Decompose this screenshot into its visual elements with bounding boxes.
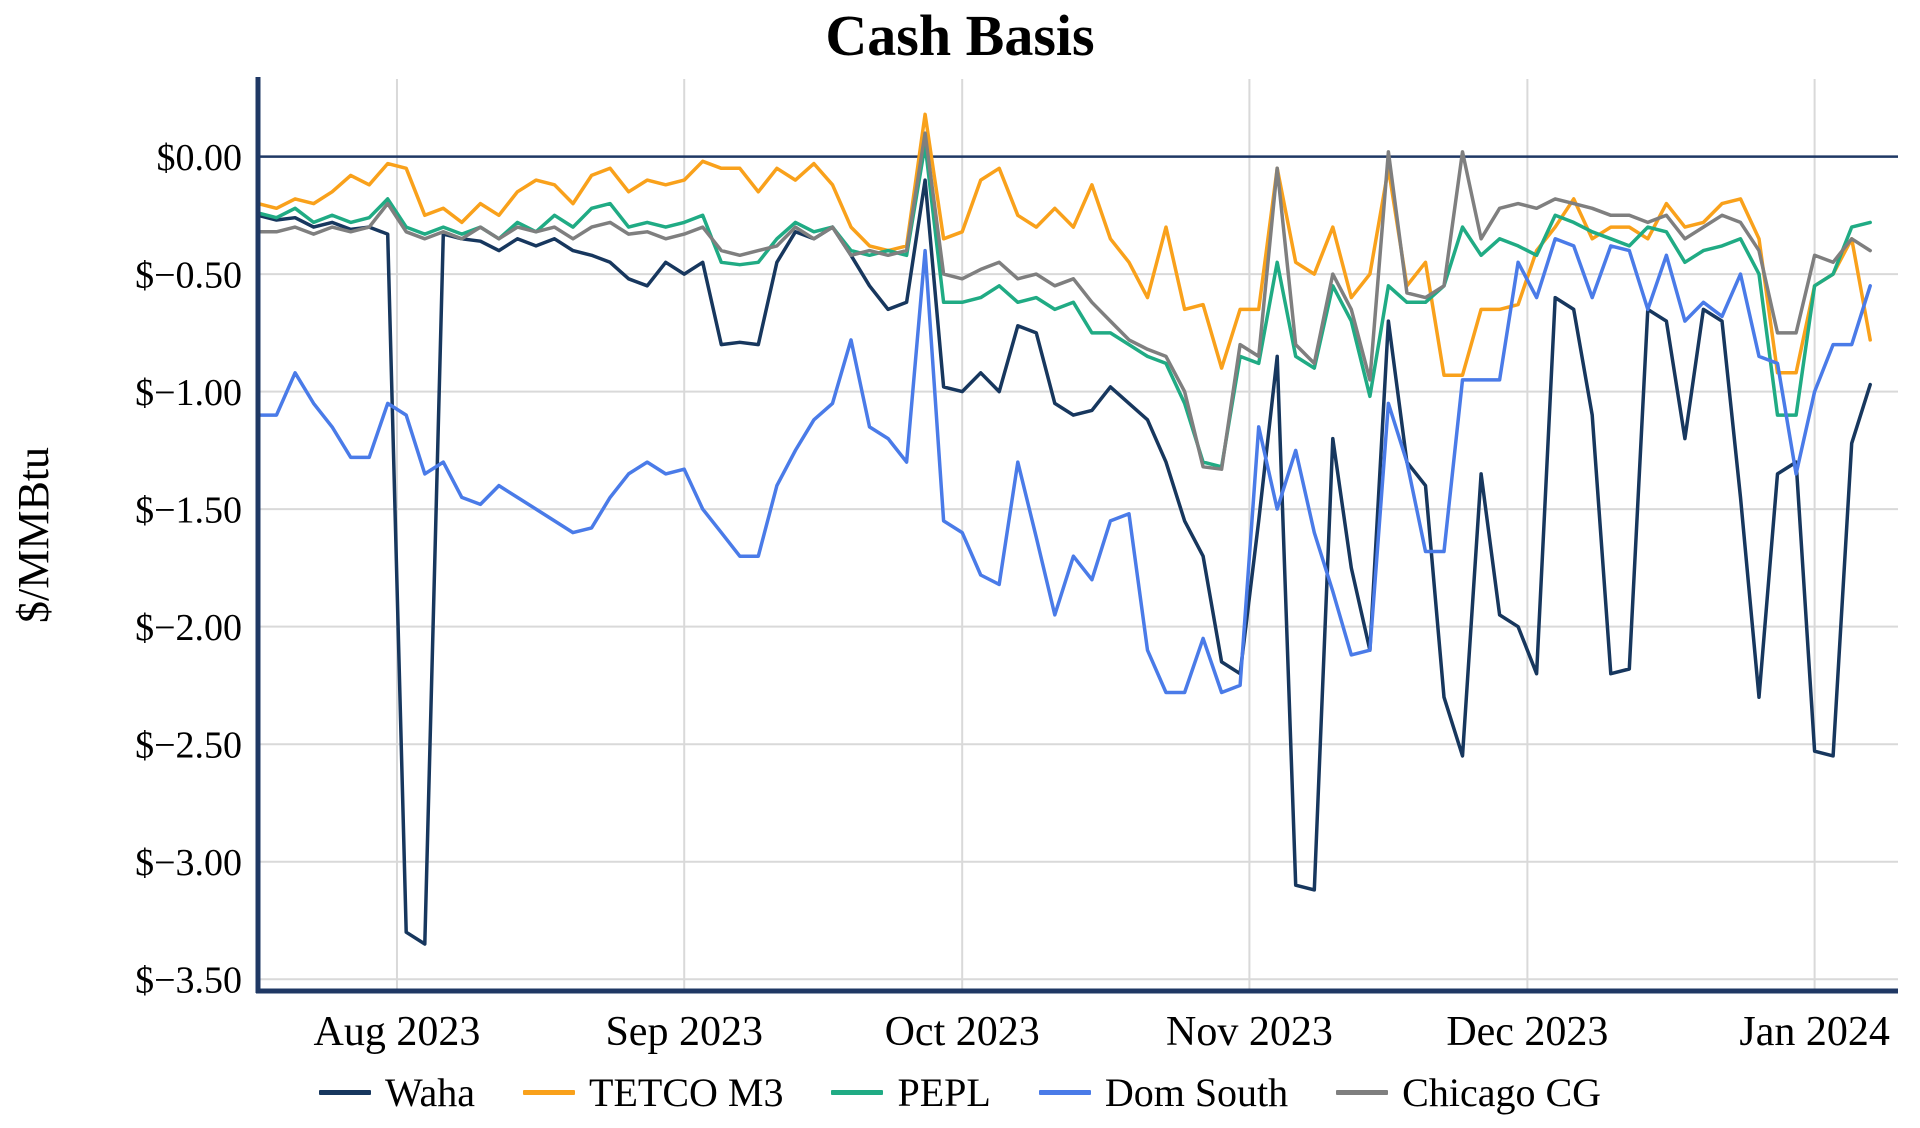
legend-item-tetco-m3: TETCO M3 <box>523 1069 783 1116</box>
y-tick-label: $−2.00 <box>135 607 242 649</box>
series-line-waha <box>256 178 1872 946</box>
legend-item-chicago-cg: Chicago CG <box>1336 1069 1601 1116</box>
series-line-pepl <box>256 142 1872 469</box>
legend-label-chicago-cg: Chicago CG <box>1402 1069 1602 1115</box>
legend-swatch-dom-south <box>1038 1089 1091 1095</box>
y-tick-label: $−2.50 <box>135 724 242 766</box>
legend-swatch-chicago-cg <box>1336 1089 1389 1095</box>
chart-title: Cash Basis <box>825 3 1095 68</box>
legend-item-pepl: PEPL <box>831 1069 991 1116</box>
legend-item-dom-south: Dom South <box>1038 1069 1289 1116</box>
series-line-chicago-cg <box>256 131 1872 471</box>
legend-swatch-tetco-m3 <box>523 1089 576 1095</box>
legend-label-pepl: PEPL <box>897 1069 991 1115</box>
x-tick-label: Aug 2023 <box>314 1009 481 1055</box>
y-tick-label: $−0.50 <box>135 254 242 296</box>
legend-item-waha: Waha <box>318 1069 476 1116</box>
legend-label-waha: Waha <box>384 1069 476 1115</box>
y-tick-label: $−3.00 <box>135 842 242 884</box>
series-line-dom-south <box>256 236 1872 695</box>
cash-basis-chart: $0.00 $−0.50 $−1.00 $−1.50 $−2.00 $−2.50 $−3.0… <box>9 76 1898 1055</box>
y-tick-label: $0.00 <box>157 137 243 179</box>
y-axis-label: $/MMBtu <box>9 447 58 623</box>
x-tick-label: Jan 2024 <box>1739 1009 1890 1055</box>
chart-legend: Waha TETCO M3 PEPL Dom South Chicago CG <box>318 1069 1601 1116</box>
x-tick-label: Sep 2023 <box>605 1009 763 1055</box>
legend-label-tetco-m3: TETCO M3 <box>589 1069 784 1115</box>
x-tick-label: Dec 2023 <box>1446 1009 1608 1055</box>
series-line-tetco-m3 <box>256 112 1872 377</box>
legend-swatch-pepl <box>831 1089 884 1095</box>
legend-label-dom-south: Dom South <box>1104 1069 1289 1115</box>
y-tick-label: $−3.50 <box>135 959 242 1001</box>
legend-swatch-waha <box>318 1089 371 1095</box>
x-tick-label: Nov 2023 <box>1166 1009 1333 1055</box>
y-tick-label: $−1.00 <box>135 372 242 414</box>
y-tick-label: $−1.50 <box>135 489 242 531</box>
x-tick-label: Oct 2023 <box>885 1009 1040 1055</box>
